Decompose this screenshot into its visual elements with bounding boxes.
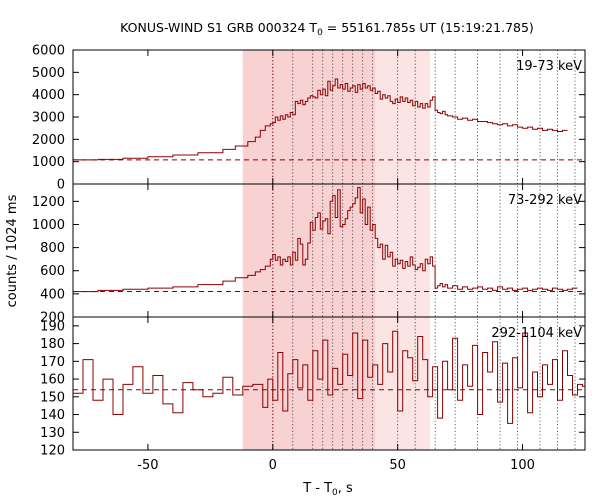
y-tick-label: 0: [57, 178, 65, 193]
x-tick-label: 100: [510, 458, 535, 473]
y-tick-label: 800: [40, 241, 65, 256]
series-layer: [73, 78, 585, 424]
series-step-line: [73, 78, 568, 161]
chart-title: KONUS-WIND S1 GRB 000324 T0 = 55161.785s…: [120, 20, 534, 38]
y-tick-label: 140: [40, 408, 65, 423]
y-tick-label: 160: [40, 373, 65, 388]
y-tick-label: 5000: [32, 66, 65, 81]
energy-band-label: 73-292 keV: [508, 193, 582, 208]
chart-title-subscript: 0: [317, 28, 323, 38]
x-tick-label: 50: [389, 458, 406, 473]
y-tick-label: 1000: [32, 218, 65, 233]
x-tick-label: -50: [137, 458, 158, 473]
energy-band-label: 292-1104 keV: [491, 326, 582, 341]
burst-shading: [242, 50, 431, 450]
y-tick-label: 130: [40, 426, 65, 441]
y-tick-label: 600: [40, 264, 65, 279]
y-tick-label: 120: [40, 444, 65, 459]
y-tick-label: 1000: [32, 155, 65, 170]
x-tick-label: 0: [269, 458, 277, 473]
y-tick-label: 3000: [32, 111, 65, 126]
series-step-line: [73, 187, 578, 293]
y-tick-label: 190: [40, 319, 65, 334]
y-tick-label: 150: [40, 390, 65, 405]
y-tick-label: 6000: [32, 44, 65, 59]
x-axis-label: T - T0, s: [302, 481, 353, 498]
y-tick-label: 200: [40, 311, 65, 326]
y-tick-label: 1200: [32, 195, 65, 210]
y-tick-label: 2000: [32, 133, 65, 148]
y-tick-label: 180: [40, 337, 65, 352]
y-tick-label: 400: [40, 287, 65, 302]
energy-band-label: 19-73 keV: [516, 59, 582, 74]
panel-frame: [72, 316, 586, 451]
series-step-line: [73, 330, 585, 424]
y-axis-label: counts / 1024 ms: [5, 194, 20, 307]
y-tick-label: 170: [40, 355, 65, 370]
y-tick-label: 4000: [32, 88, 65, 103]
shaded-interval-dense: [242, 50, 376, 450]
